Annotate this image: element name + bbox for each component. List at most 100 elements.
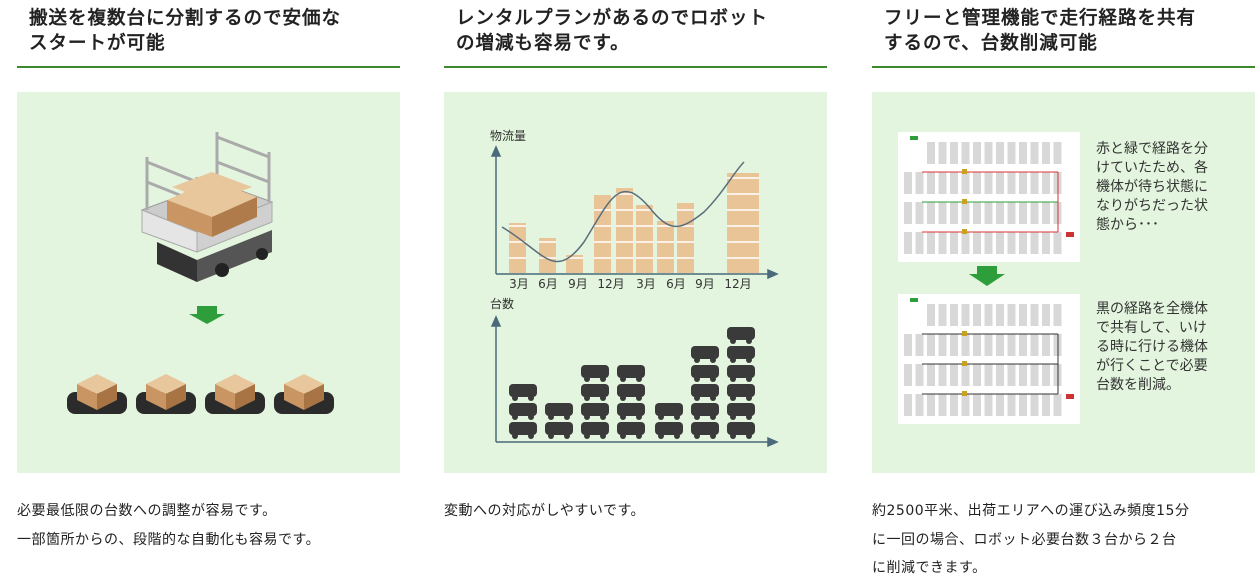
shelf xyxy=(1053,394,1062,416)
robot-wheel xyxy=(710,414,716,420)
volume-bar xyxy=(727,173,759,273)
shelf xyxy=(950,364,958,386)
shelf xyxy=(996,394,1004,416)
volume-bar xyxy=(677,203,694,273)
robot-wheel xyxy=(620,376,626,382)
volume-bar xyxy=(566,255,583,273)
volume-bar xyxy=(539,238,556,273)
volume-bar xyxy=(616,188,633,273)
shelf xyxy=(1007,202,1016,224)
shelf xyxy=(915,334,924,356)
robot-icon xyxy=(617,365,645,378)
shelf xyxy=(950,202,958,224)
station xyxy=(910,136,918,140)
illustration-label: 物流量 xyxy=(490,129,526,143)
column-description: 約2500平米、出荷エリアへの運び込み頻度15分 に一回の場合、ロボット必要台数３… xyxy=(872,497,1189,583)
title-rule xyxy=(872,66,1255,68)
robot-wheel xyxy=(746,338,752,344)
robot-wheel xyxy=(746,395,752,401)
shelf xyxy=(1007,364,1016,386)
shelf xyxy=(1042,142,1050,164)
robot-icon xyxy=(691,384,719,397)
shelf xyxy=(904,364,912,386)
robot-dot xyxy=(962,391,967,396)
robot-wheel xyxy=(746,433,752,439)
robot-wheel xyxy=(710,433,716,439)
robot-icon xyxy=(581,384,609,397)
description-line: 変動への対応がしやすいです。 xyxy=(444,503,646,519)
shelf xyxy=(1007,334,1016,356)
shelf xyxy=(1030,232,1039,254)
shelf xyxy=(938,394,947,416)
month-label: 9月 xyxy=(695,277,715,291)
column-title: フリーと管理機能で走行経路を共有 するので、台数削減可能 xyxy=(884,6,1196,56)
robot-wheel xyxy=(584,433,590,439)
title-line: するので、台数削減可能 xyxy=(884,33,1098,54)
robot-icon xyxy=(545,403,573,416)
shelf xyxy=(1007,304,1016,326)
robot-wheel xyxy=(564,433,570,439)
shelf xyxy=(1007,394,1016,416)
robot-wheel xyxy=(746,357,752,363)
title-rule xyxy=(17,66,400,68)
shelf xyxy=(1007,172,1016,194)
illustration-label: 台数 xyxy=(490,296,514,311)
robot-wheel xyxy=(710,376,716,382)
shelf xyxy=(1042,202,1050,224)
shelf xyxy=(950,172,958,194)
robot-wheel xyxy=(710,395,716,401)
robot-wheel xyxy=(584,376,590,382)
robot-wheel xyxy=(512,414,518,420)
robot-wheel xyxy=(694,395,700,401)
shelf xyxy=(927,394,935,416)
shelf xyxy=(915,394,924,416)
column-description: 変動への対応がしやすいです。 xyxy=(444,497,645,526)
shelf xyxy=(973,142,981,164)
shelf xyxy=(927,364,935,386)
shelf xyxy=(984,364,993,386)
shelf xyxy=(996,334,1004,356)
robot-wheel xyxy=(548,414,554,420)
title-line: 搬送を複数台に分割するので安価な xyxy=(29,8,342,29)
note-line: 機体が待ち状態に xyxy=(1096,179,1208,195)
shelf xyxy=(904,232,912,254)
shelf xyxy=(961,394,970,416)
shelf xyxy=(984,172,993,194)
robot-wheel xyxy=(730,357,736,363)
shelf xyxy=(904,394,912,416)
robot-icon xyxy=(655,422,683,435)
title-line: フリーと管理機能で走行経路を共有 xyxy=(884,8,1197,29)
volume-illustration: 物流量 台数 3月 6月 9月 12月 3月 6月 9月 12月 xyxy=(490,129,779,448)
illustration: 赤と緑で経路を分 けていたため、各 機体が待ち状態に なりがちだった状 態から･･･ 黒… xyxy=(872,92,1255,473)
shelf xyxy=(996,304,1004,326)
shelf xyxy=(1042,304,1050,326)
robot-wheel xyxy=(584,414,590,420)
shelf xyxy=(961,304,970,326)
robot-icon xyxy=(509,422,537,435)
shelf xyxy=(1030,202,1039,224)
shelf xyxy=(973,232,981,254)
shelf xyxy=(1019,202,1027,224)
robot-wheel xyxy=(528,395,534,401)
robot-wheel xyxy=(746,376,752,382)
robot-wheel xyxy=(512,433,518,439)
shelf xyxy=(1030,172,1039,194)
note-line: で共有して、いけ xyxy=(1096,320,1207,336)
shelf xyxy=(961,364,970,386)
column: レンタルプランがあるのでロボット の増減も容易です。 物流量 台数 3月 6月 9月 1… xyxy=(444,0,827,584)
shelf xyxy=(938,142,947,164)
shelf xyxy=(1019,364,1027,386)
column-description: 必要最低限の台数への調整が容易です。 一部箇所からの、段階的な自動化も容易です。 xyxy=(17,497,320,554)
shelf xyxy=(1007,142,1016,164)
month-label: 3月 xyxy=(509,277,529,291)
robot-icon xyxy=(545,422,573,435)
robot-wheel xyxy=(658,414,664,420)
note-line: 黒の経路を全機体 xyxy=(1096,301,1208,317)
robot-wheel xyxy=(694,357,700,363)
robot-icon xyxy=(691,346,719,359)
robot-wheel xyxy=(730,376,736,382)
shelf xyxy=(1030,394,1039,416)
description-line: に一回の場合、ロボット必要台数３台から２台 xyxy=(872,531,1177,548)
illustration xyxy=(17,92,400,473)
shelf xyxy=(973,304,981,326)
